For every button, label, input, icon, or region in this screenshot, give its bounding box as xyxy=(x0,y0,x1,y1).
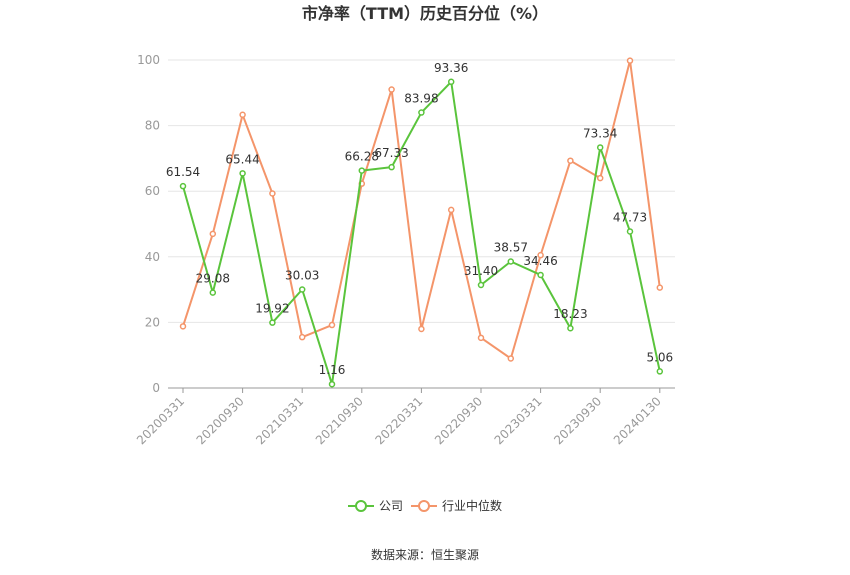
data-point-company xyxy=(209,289,217,296)
legend-marker-company xyxy=(355,500,367,512)
x-tick-label: 20220331 xyxy=(372,394,425,447)
data-label-company: 30.03 xyxy=(285,269,319,283)
data-point-industry-median xyxy=(567,157,574,164)
data-point-industry-median xyxy=(239,111,246,119)
data-label-company: 73.34 xyxy=(583,126,617,140)
data-point-industry-median xyxy=(447,206,455,214)
data-point-company xyxy=(298,286,306,293)
data-point-industry-median xyxy=(477,334,485,342)
grid-lines xyxy=(168,59,675,323)
data-point-industry-median xyxy=(626,57,634,64)
series-layer xyxy=(179,57,664,388)
legend[interactable]: 公司 行业中位数 xyxy=(348,498,502,513)
data-point-company xyxy=(477,281,485,289)
data-point-company xyxy=(537,271,544,279)
data-point-industry-median xyxy=(656,284,664,291)
data-source: 数据来源：恒生聚源 xyxy=(371,547,479,562)
data-label-company: 34.46 xyxy=(523,254,557,268)
data-point-industry-median xyxy=(418,325,425,333)
legend-label-industry-median: 行业中位数 xyxy=(442,498,502,513)
data-point-company xyxy=(567,324,574,332)
x-tick-label: 20230331 xyxy=(492,394,545,447)
data-point-industry-median xyxy=(209,230,217,238)
data-label-company: 93.36 xyxy=(434,61,468,75)
x-tick-label: 20240130 xyxy=(611,394,664,447)
data-label-company: 66.28 xyxy=(345,150,379,164)
data-label-company: 1.16 xyxy=(319,363,346,377)
data-point-company xyxy=(179,182,187,190)
legend-item-industry-median[interactable]: 行业中位数 xyxy=(411,498,502,513)
data-label-company: 19.92 xyxy=(255,302,289,316)
data-point-industry-median xyxy=(328,321,336,329)
legend-label-company: 公司 xyxy=(379,499,403,513)
data-point-industry-median xyxy=(507,355,515,362)
data-label-company: 67.33 xyxy=(374,146,408,160)
y-tick-label: 80 xyxy=(145,119,160,133)
data-point-industry-median xyxy=(596,174,604,182)
data-point-industry-median xyxy=(388,86,395,93)
x-tick-label: 20220930 xyxy=(432,394,485,447)
data-point-industry-median xyxy=(269,190,276,197)
data-label-company: 38.57 xyxy=(494,240,528,254)
data-point-company xyxy=(388,163,395,171)
data-point-company xyxy=(626,228,634,235)
y-tick-label: 40 xyxy=(145,250,160,264)
data-point-company xyxy=(418,109,425,116)
data-label-company: 47.73 xyxy=(613,210,647,224)
data-point-industry-median xyxy=(298,333,306,341)
data-point-industry-median xyxy=(179,323,187,330)
y-tick-label: 100 xyxy=(137,53,160,67)
data-label-company: 31.40 xyxy=(464,264,498,278)
legend-marker-industry-median xyxy=(418,500,430,512)
data-label-company: 5.06 xyxy=(646,350,673,364)
data-point-company xyxy=(596,144,604,151)
data-label-company: 61.54 xyxy=(166,165,200,179)
data-point-company xyxy=(447,78,455,86)
chart-title: 市净率（TTM）历史百分位（%） xyxy=(302,4,548,23)
x-tick-label: 20210331 xyxy=(253,394,306,447)
data-label-company: 83.98 xyxy=(404,92,438,106)
data-point-company xyxy=(656,368,664,375)
data-label-company: 65.44 xyxy=(225,152,259,166)
y-tick-label: 20 xyxy=(145,315,160,329)
data-point-company xyxy=(269,319,276,326)
data-point-company xyxy=(507,258,515,265)
y-tick-label: 0 xyxy=(152,381,160,395)
data-point-company xyxy=(328,380,336,388)
x-tick-label: 20200331 xyxy=(134,394,187,447)
legend-item-company[interactable]: 公司 xyxy=(348,499,403,513)
x-tick-label: 20230930 xyxy=(551,394,604,447)
data-point-industry-median xyxy=(537,251,544,259)
data-label-company: 29.08 xyxy=(196,272,230,286)
x-axis: 20200331 20200930 20210331 20210930 20220331… xyxy=(134,387,675,447)
x-tick-label: 20210930 xyxy=(313,394,366,447)
data-point-company xyxy=(239,170,246,177)
data-label-company: 18.23 xyxy=(553,307,587,321)
x-tick-label: 20200930 xyxy=(194,394,247,447)
y-tick-label: 60 xyxy=(145,184,160,198)
data-point-company xyxy=(358,167,366,174)
y-axis: 0 20 40 60 80 100 xyxy=(137,53,160,395)
